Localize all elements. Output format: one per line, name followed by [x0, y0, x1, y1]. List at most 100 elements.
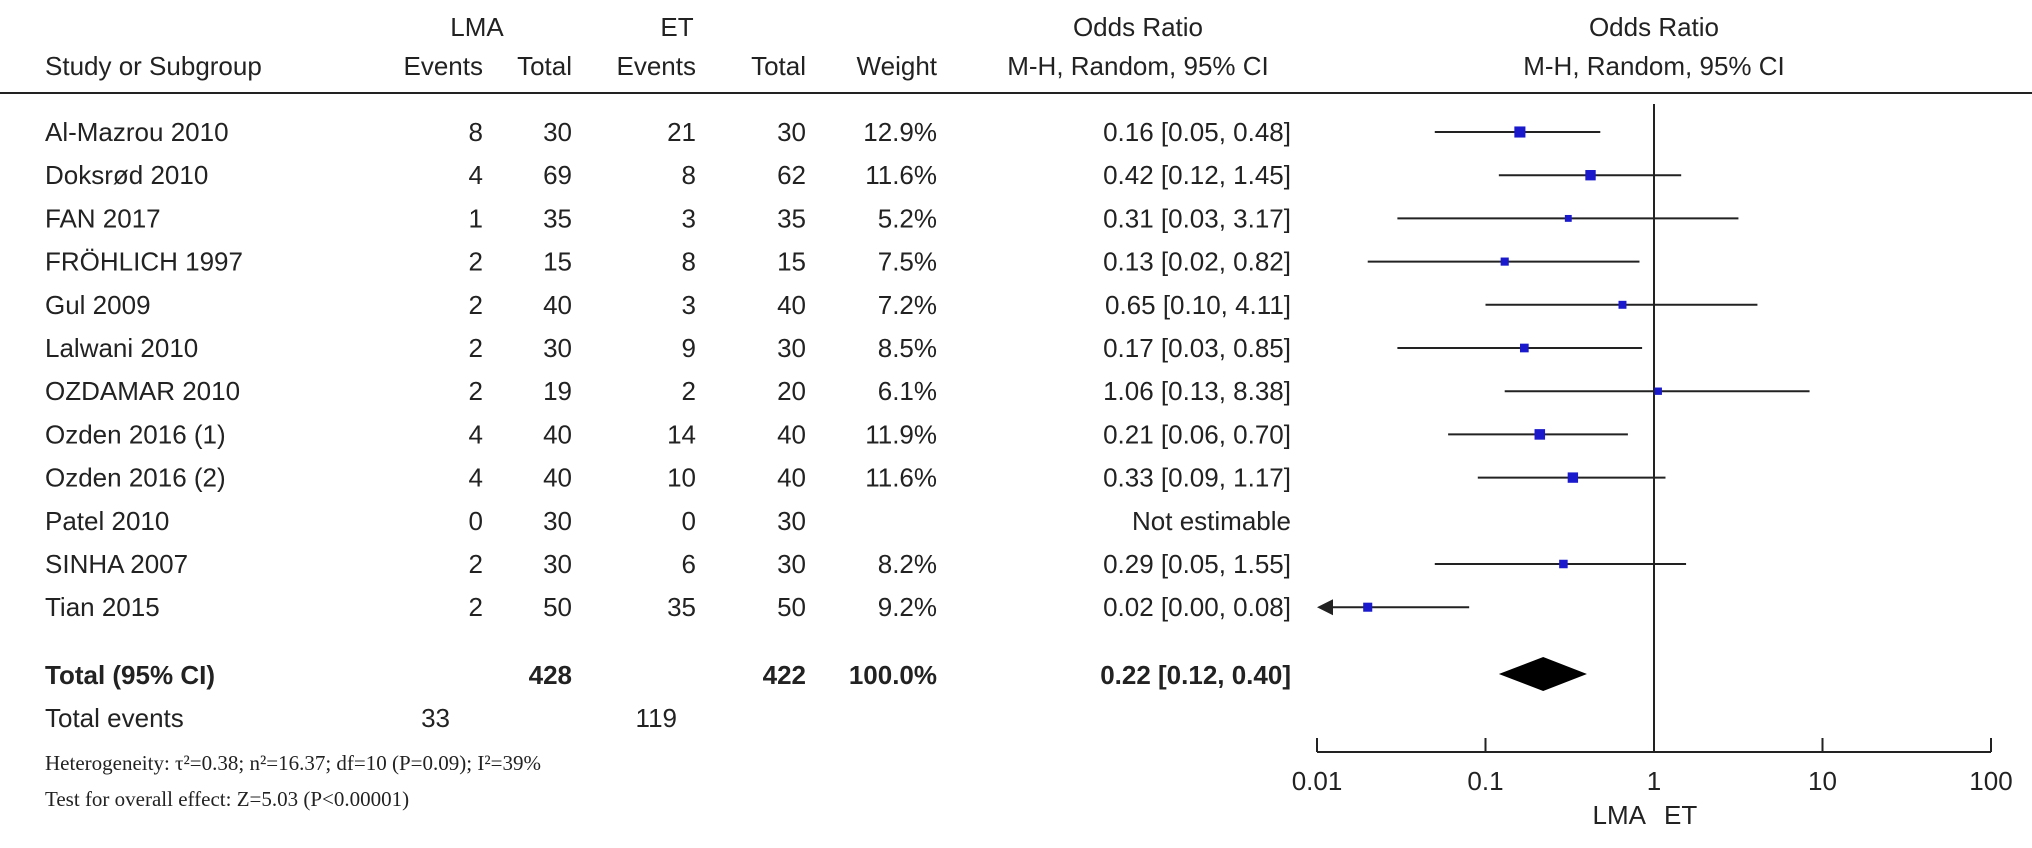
total-et: 35	[777, 203, 806, 233]
odds-ratio-ci: 0.13 [0.02, 0.82]	[1103, 247, 1291, 277]
events-et: 14	[667, 419, 696, 449]
total-n-lma: 428	[529, 660, 572, 690]
events-lma: 0	[469, 506, 483, 536]
events-et: 8	[682, 247, 696, 277]
total-et: 20	[777, 376, 806, 406]
total-lma: 40	[543, 290, 572, 320]
header-group2: ET	[660, 12, 693, 42]
study-name: SINHA 2007	[45, 549, 188, 579]
events-lma: 2	[469, 376, 483, 406]
header-plot-title: Odds Ratio	[1589, 12, 1719, 42]
weight: 11.6%	[865, 160, 937, 190]
weight: 8.5%	[878, 333, 937, 363]
total-weight: 100.0%	[849, 660, 937, 690]
study-name: Al-Mazrou 2010	[45, 117, 229, 147]
study-name: FRÖHLICH 1997	[45, 247, 243, 277]
effect-marker	[1564, 214, 1572, 222]
total-et: 62	[777, 160, 806, 190]
odds-ratio-ci: 0.21 [0.06, 0.70]	[1103, 419, 1291, 449]
total-events-label: Total events	[45, 703, 184, 733]
header-total1: Total	[517, 51, 572, 81]
events-et: 9	[682, 333, 696, 363]
header-or-method: M-H, Random, 95% CI	[1007, 51, 1269, 81]
odds-ratio-ci: 0.16 [0.05, 0.48]	[1103, 117, 1291, 147]
events-lma: 4	[469, 419, 483, 449]
total-et: 30	[777, 506, 806, 536]
weight: 5.2%	[878, 203, 937, 233]
study-name: Gul 2009	[45, 290, 151, 320]
total-n-et: 422	[763, 660, 806, 690]
effect-marker	[1500, 257, 1509, 266]
study-name: Doksrød 2010	[45, 160, 208, 190]
study-name: Tian 2015	[45, 592, 160, 622]
total-events-lma: 33	[421, 703, 450, 733]
total-lma: 30	[543, 549, 572, 579]
heterogeneity-text: Heterogeneity: τ²=0.38; n²=16.37; df=10 …	[45, 751, 541, 775]
header-weight: Weight	[857, 51, 938, 81]
total-lma: 30	[543, 333, 572, 363]
effect-marker	[1567, 472, 1579, 483]
odds-ratio-ci: 0.29 [0.05, 1.55]	[1103, 549, 1291, 579]
total-et: 40	[777, 290, 806, 320]
weight: 7.2%	[878, 290, 937, 320]
x-tick-label: 10	[1808, 766, 1837, 796]
total-lma: 30	[543, 506, 572, 536]
events-et: 0	[682, 506, 696, 536]
events-et: 10	[667, 463, 696, 493]
header-events2: Events	[617, 51, 697, 81]
weight: 7.5%	[878, 247, 937, 277]
effect-marker	[1514, 126, 1526, 138]
total-lma: 50	[543, 592, 572, 622]
header-study: Study or Subgroup	[45, 51, 262, 81]
odds-ratio-ci: 0.65 [0.10, 4.11]	[1105, 290, 1291, 320]
overall-effect-text: Test for overall effect: Z=5.03 (P<0.000…	[45, 787, 409, 811]
events-lma: 8	[469, 117, 483, 147]
events-et: 6	[682, 549, 696, 579]
x-tick-label: 0.1	[1467, 766, 1503, 796]
weight: 12.9%	[863, 117, 937, 147]
total-lma: 40	[543, 419, 572, 449]
effect-marker	[1534, 429, 1546, 440]
weight: 9.2%	[878, 592, 937, 622]
odds-ratio-ci: 0.42 [0.12, 1.45]	[1103, 160, 1291, 190]
events-et: 21	[667, 117, 696, 147]
pooled-diamond	[1498, 657, 1587, 691]
total-et: 50	[777, 592, 806, 622]
total-et: 40	[777, 419, 806, 449]
header-group1: LMA	[450, 12, 504, 42]
weight: 6.1%	[878, 376, 937, 406]
x-tick-label: 0.01	[1292, 766, 1343, 796]
ci-arrow	[1317, 599, 1333, 616]
total-lma: 40	[543, 463, 572, 493]
events-et: 3	[682, 290, 696, 320]
odds-ratio-ci: 0.17 [0.03, 0.85]	[1103, 333, 1291, 363]
study-name: Ozden 2016 (1)	[45, 419, 226, 449]
favours-lma-label: LMA	[1593, 800, 1647, 830]
events-et: 2	[682, 376, 696, 406]
events-lma: 2	[469, 592, 483, 622]
events-lma: 2	[469, 549, 483, 579]
effect-marker	[1559, 559, 1568, 569]
total-et: 30	[777, 333, 806, 363]
effect-marker	[1585, 170, 1596, 181]
events-lma: 2	[469, 247, 483, 277]
total-lma: 35	[543, 203, 572, 233]
total-et: 40	[777, 463, 806, 493]
total-lma: 15	[543, 247, 572, 277]
events-lma: 1	[469, 203, 483, 233]
odds-ratio-ci: 0.02 [0.00, 0.08]	[1103, 592, 1291, 622]
weight: 11.6%	[865, 463, 937, 493]
effect-marker	[1363, 602, 1373, 612]
events-lma: 4	[469, 160, 483, 190]
header-total2: Total	[751, 51, 806, 81]
events-et: 35	[667, 592, 696, 622]
total-label: Total (95% CI)	[45, 660, 215, 690]
x-tick-label: 100	[1969, 766, 2012, 796]
total-lma: 19	[543, 376, 572, 406]
effect-marker	[1519, 343, 1529, 353]
study-name: Ozden 2016 (2)	[45, 463, 226, 493]
header-events1: Events	[404, 51, 484, 81]
effect-marker	[1654, 387, 1662, 395]
odds-ratio-ci: Not estimable	[1132, 506, 1291, 536]
